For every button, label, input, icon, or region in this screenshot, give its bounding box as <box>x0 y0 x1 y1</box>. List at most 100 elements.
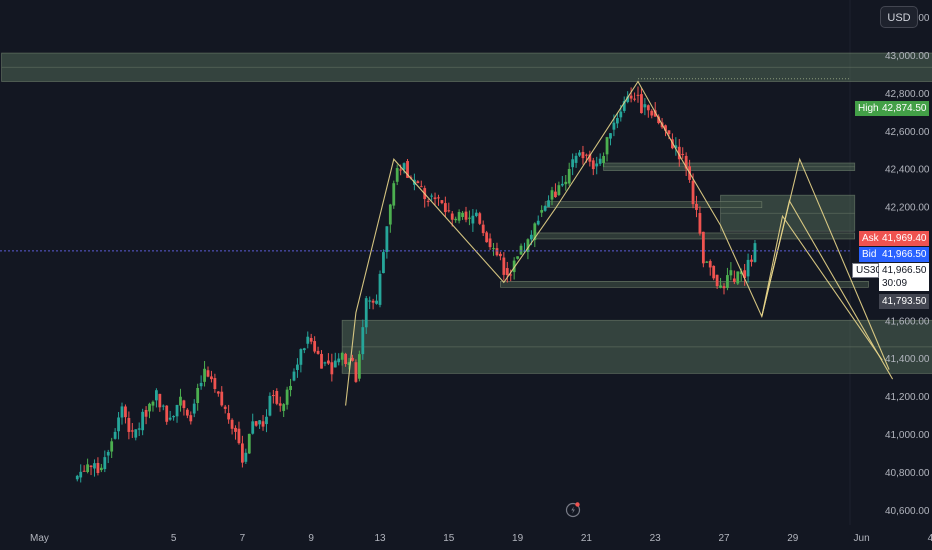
y-tick-label-2: 42,800.00 <box>885 89 930 100</box>
x-tick-label-6: 19 <box>512 533 524 544</box>
x-tick-label-2: 7 <box>240 533 246 544</box>
candle-body-150 <box>591 160 595 170</box>
candle-body-124 <box>502 257 506 275</box>
candle-body-195 <box>746 259 750 277</box>
candle-body-9 <box>106 451 110 456</box>
candle-body-27 <box>168 417 172 420</box>
candle-body-116 <box>474 212 478 216</box>
candle-body-22 <box>151 401 155 406</box>
candle-body-33 <box>189 415 193 422</box>
candle-body-69 <box>313 341 317 352</box>
candle-body-137 <box>547 200 550 207</box>
candle-body-76 <box>337 358 341 363</box>
time-axis-labels: May 5 7 9 13 15 19 21 23 27 29 Jun 4 <box>30 533 932 544</box>
y-tick-label-5: 42,200.00 <box>885 203 930 214</box>
candle-body-154 <box>605 137 609 155</box>
candle-body-160 <box>626 96 630 103</box>
candle-body-74 <box>330 362 334 375</box>
candle-body-103 <box>430 195 433 197</box>
candle-body-165 <box>643 104 647 108</box>
candle-body-159 <box>622 101 626 111</box>
level-0 <box>544 201 763 208</box>
bar-countdown: 30:09 <box>879 277 929 291</box>
candle-body-96 <box>406 161 409 178</box>
candle-body-46 <box>234 427 237 432</box>
candle-body-121 <box>492 248 495 250</box>
candle-body-85 <box>368 300 372 302</box>
candle-body-143 <box>567 168 571 184</box>
candle-body-15 <box>127 418 131 432</box>
candle-body-10 <box>110 441 114 452</box>
candle-body-128 <box>516 256 519 259</box>
candle-body-62 <box>289 385 292 391</box>
bid-tag-label: Bid <box>859 247 879 262</box>
candle-body-65 <box>299 349 303 365</box>
candle-body-25 <box>161 405 165 407</box>
candle-body-147 <box>581 151 585 159</box>
candle-body-90 <box>385 226 389 252</box>
candle-body-42 <box>220 391 224 406</box>
candle-body-127 <box>512 260 516 273</box>
candle-body-153 <box>602 155 605 164</box>
candle-body-102 <box>426 200 430 202</box>
candle-body-45 <box>230 419 234 429</box>
candle-body-175 <box>677 146 681 160</box>
candle-body-107 <box>443 203 447 213</box>
candle-body-148 <box>585 154 588 156</box>
candle-body-50 <box>247 433 251 454</box>
candle-body-13 <box>120 406 124 418</box>
candle-body-125 <box>505 268 509 276</box>
candle-body-6 <box>96 462 100 474</box>
candle-body-169 <box>657 116 661 124</box>
candle-body-156 <box>612 122 616 130</box>
candle-body-71 <box>320 353 323 369</box>
candle-body-136 <box>543 206 547 211</box>
candle-body-14 <box>124 406 127 418</box>
live-update-icon[interactable] <box>564 500 582 518</box>
y-tick-label-4: 42,400.00 <box>885 165 930 176</box>
candle-body-109 <box>450 213 454 220</box>
x-tick-label-4: 13 <box>374 533 386 544</box>
candle-body-32 <box>185 409 189 416</box>
candle-body-149 <box>588 154 592 162</box>
y-tick-label-7: 41,400.00 <box>885 354 930 365</box>
candle-body-43 <box>223 406 227 409</box>
candle-body-81 <box>354 362 358 382</box>
candle-body-49 <box>244 452 248 462</box>
ask-tag-label: Ask <box>859 231 879 246</box>
candle-body-7 <box>99 467 103 471</box>
candle-body-194 <box>743 270 747 278</box>
candle-body-94 <box>399 169 403 171</box>
candle-body-174 <box>674 145 678 149</box>
candle-body-30 <box>179 396 182 406</box>
candle-body-158 <box>619 111 623 118</box>
candle-body-117 <box>478 213 482 224</box>
candle-body-61 <box>285 389 289 405</box>
candle-body-111 <box>457 211 461 221</box>
candle-body-41 <box>216 391 220 394</box>
candle-body-99 <box>416 181 420 184</box>
candle-body-166 <box>646 105 650 111</box>
level-2 <box>500 280 869 288</box>
candle-body-168 <box>653 110 657 117</box>
currency-button[interactable]: USD <box>880 6 918 28</box>
candle-body-112 <box>461 212 464 217</box>
candle-body-181 <box>698 213 702 234</box>
candle-body-55 <box>265 416 268 425</box>
candle-body-28 <box>172 416 175 418</box>
candle-body-52 <box>254 421 258 426</box>
candle-body-8 <box>103 457 107 470</box>
candle-body-95 <box>402 163 406 170</box>
candle-body-161 <box>629 95 633 99</box>
candle-body-56 <box>268 395 272 416</box>
candle-body-34 <box>192 403 196 414</box>
candle-body-63 <box>292 371 296 381</box>
candle-body-182 <box>701 231 705 264</box>
candle-body-118 <box>481 224 485 234</box>
candle-body-197 <box>753 243 757 262</box>
candle-body-84 <box>364 298 368 328</box>
candle-body-53 <box>258 420 261 425</box>
candle-body-58 <box>275 390 279 404</box>
candle-body-48 <box>241 443 244 463</box>
